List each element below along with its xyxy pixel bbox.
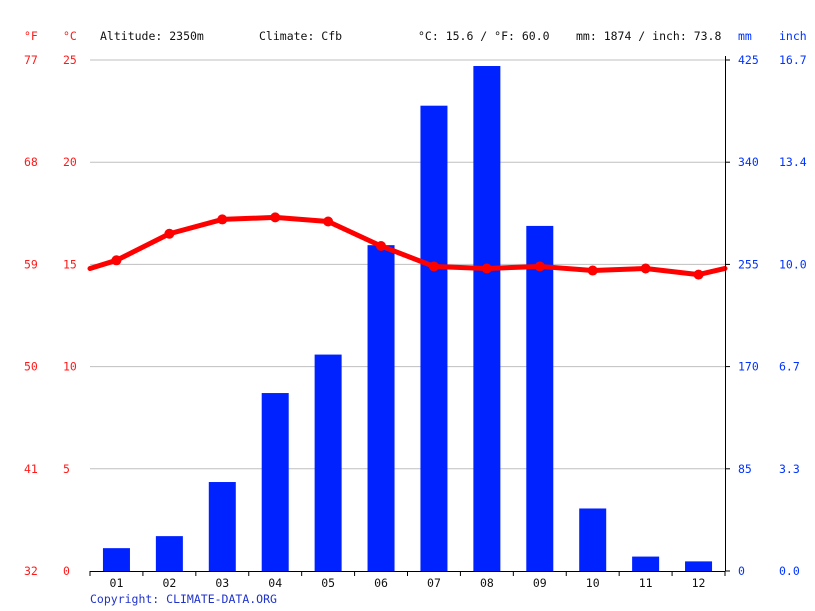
temperature-point-08: [481, 263, 492, 274]
precipitation-bar-12: [685, 561, 713, 571]
temperature-point-05: [323, 216, 334, 227]
temperature-point-12: [693, 269, 704, 280]
precipitation-bar-01: [102, 548, 130, 571]
temperature-point-01: [111, 255, 122, 266]
inch-unit-label: inch: [779, 29, 807, 43]
inch-tick-label: 3.3: [779, 462, 800, 476]
mm-tick-label: 255: [738, 257, 759, 271]
inch-tick-label: 16.7: [779, 53, 807, 67]
celsius-tick-label: 20: [63, 155, 77, 169]
month-tick-label: 04: [268, 576, 282, 590]
month-tick-label: 01: [110, 576, 124, 590]
precipitation-bars: [102, 66, 713, 571]
month-tick-label: 02: [162, 576, 176, 590]
inch-tick-label: 0.0: [779, 564, 800, 578]
precipitation-bar-10: [579, 508, 607, 571]
temperature-point-09: [534, 261, 545, 272]
month-tick-label: 09: [533, 576, 547, 590]
inch-tick-label: 6.7: [779, 360, 800, 374]
month-tick-label: 08: [480, 576, 494, 590]
precipitation-bar-05: [314, 354, 342, 571]
mm-unit-label: mm: [738, 29, 752, 43]
precipitation-bar-08: [473, 66, 501, 571]
temperature-point-03: [217, 214, 228, 225]
fahrenheit-tick-label: 59: [24, 257, 38, 271]
celsius-tick-label: 25: [63, 53, 77, 67]
fahrenheit-tick-label: 68: [24, 155, 38, 169]
precipitation-bar-03: [208, 482, 236, 571]
fahrenheit-tick-label: 32: [24, 564, 38, 578]
copyright-link[interactable]: Copyright: CLIMATE-DATA.ORG: [90, 592, 277, 606]
month-tick-label: 07: [427, 576, 441, 590]
precipitation-bar-07: [420, 105, 448, 571]
gridlines: [90, 59, 725, 470]
temperature-point-07: [428, 261, 439, 272]
celsius-unit-label: °C: [63, 29, 77, 43]
celsius-tick-label: 0: [63, 564, 70, 578]
month-tick-label: 10: [586, 576, 600, 590]
month-tick-label: 06: [374, 576, 388, 590]
celsius-tick-label: 5: [63, 462, 70, 476]
fahrenheit-tick-label: 77: [24, 53, 38, 67]
temperature-point-04: [270, 212, 281, 223]
mm-tick-label: 425: [738, 53, 759, 67]
inch-tick-label: 10.0: [779, 257, 807, 271]
temperature-point-10: [587, 265, 598, 276]
temperature-polyline: [87, 214, 728, 278]
climate-label: Climate: Cfb: [259, 29, 342, 43]
precipitation-bar-02: [155, 536, 183, 571]
precipitation-bar-11: [632, 556, 660, 571]
month-tick-label: 12: [692, 576, 706, 590]
temperature-point-11: [640, 263, 651, 274]
temperature-point-02: [164, 228, 175, 239]
precipitation-summary: mm: 1874 / inch: 73.8: [576, 29, 721, 43]
axes: [89, 56, 730, 576]
temperature-line: [87, 212, 728, 280]
month-tick-label: 11: [639, 576, 653, 590]
fahrenheit-unit-label: °F: [24, 29, 38, 43]
mm-tick-label: 170: [738, 360, 759, 374]
fahrenheit-tick-label: 41: [24, 462, 38, 476]
fahrenheit-tick-label: 50: [24, 360, 38, 374]
celsius-tick-label: 10: [63, 360, 77, 374]
inch-tick-label: 13.4: [779, 155, 807, 169]
precipitation-bar-06: [367, 245, 395, 571]
temperature-point-06: [376, 241, 387, 252]
tick-labels: 32 0 0 0.0 41 5 85 3.3 50 10 170 6.7 59 15 255 10.0 68 20…: [24, 53, 807, 590]
altitude-label: Altitude: 2350m: [100, 29, 204, 43]
month-tick-label: 03: [215, 576, 229, 590]
precipitation-bar-09: [526, 225, 554, 571]
mm-tick-label: 0: [738, 564, 745, 578]
celsius-tick-label: 15: [63, 257, 77, 271]
precipitation-bar-04: [261, 393, 289, 571]
month-tick-label: 05: [321, 576, 335, 590]
mm-tick-label: 340: [738, 155, 759, 169]
temperature-summary: °C: 15.6 / °F: 60.0: [418, 29, 550, 43]
mm-tick-label: 85: [738, 462, 752, 476]
